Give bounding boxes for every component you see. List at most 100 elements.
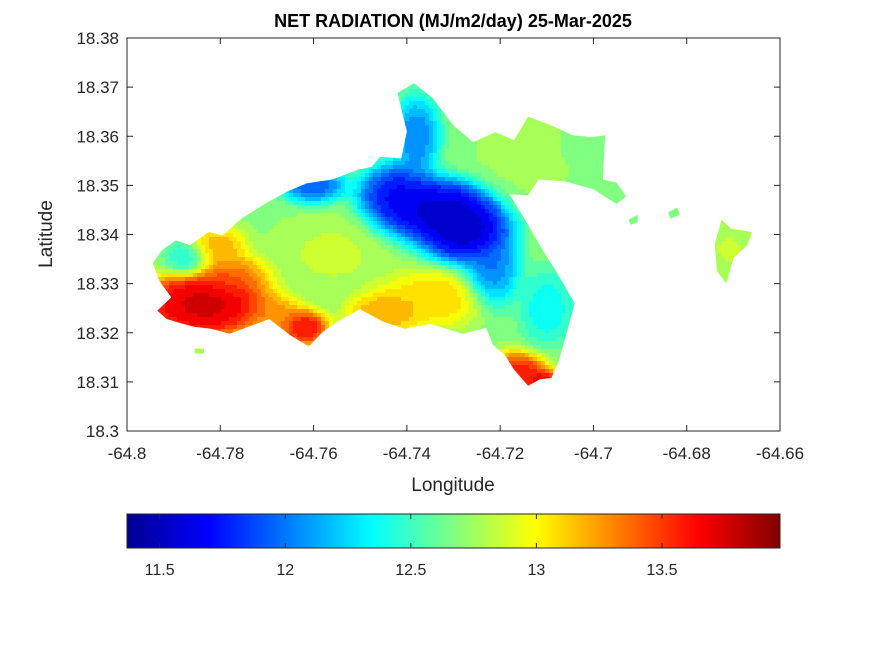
raster-cell — [517, 153, 522, 158]
raster-cell — [397, 157, 402, 162]
raster-cell — [413, 101, 418, 106]
raster-cell — [361, 197, 366, 202]
raster-cell — [409, 185, 414, 190]
raster-cell — [417, 185, 422, 190]
raster-cell — [493, 193, 498, 198]
raster-cell — [449, 177, 454, 182]
raster-cell — [433, 193, 438, 198]
raster-cell — [525, 125, 530, 130]
raster-cell — [421, 181, 426, 186]
raster-cell — [545, 145, 550, 150]
raster-cell — [421, 189, 426, 194]
raster-cell — [361, 189, 366, 194]
raster-cell — [401, 173, 406, 178]
raster-cell — [593, 149, 598, 154]
raster-cell — [433, 129, 438, 134]
raster-cell — [409, 149, 414, 154]
raster-cell — [417, 201, 422, 206]
raster-cell — [325, 189, 330, 194]
raster-cell — [497, 149, 502, 154]
raster-cell — [617, 197, 622, 202]
raster-cell — [441, 121, 446, 126]
raster-cell — [281, 197, 286, 202]
raster-cell — [521, 149, 526, 154]
raster-cell — [509, 169, 514, 174]
raster-cell — [585, 149, 590, 154]
raster-cell — [541, 173, 546, 178]
raster-cell — [405, 177, 410, 182]
raster-cell — [437, 133, 442, 138]
raster-cell — [449, 165, 454, 170]
raster-cell — [517, 169, 522, 174]
raster-cell — [361, 193, 366, 198]
raster-cell — [437, 157, 442, 162]
raster-cell — [533, 129, 538, 134]
raster-cell — [325, 181, 330, 186]
raster-cell — [501, 161, 506, 166]
raster-cell — [357, 181, 362, 186]
raster-cell — [537, 177, 542, 182]
raster-cell — [537, 149, 542, 154]
raster-cell — [601, 141, 606, 146]
raster-cell — [385, 201, 390, 206]
raster-cell — [333, 185, 338, 190]
raster-cell — [461, 137, 466, 142]
raster-cell — [461, 197, 466, 202]
raster-cell — [529, 125, 534, 130]
raster-cell — [409, 125, 414, 130]
raster-cell — [521, 133, 526, 138]
raster-cell — [353, 177, 358, 182]
raster-cell — [405, 141, 410, 146]
raster-cell — [421, 173, 426, 178]
raster-cell — [529, 181, 534, 186]
raster-cell — [349, 189, 354, 194]
raster-cell — [537, 169, 542, 174]
raster-cell — [389, 173, 394, 178]
raster-cell — [337, 189, 342, 194]
raster-cell — [489, 165, 494, 170]
raster-cell — [397, 201, 402, 206]
raster-cell — [493, 197, 498, 202]
raster-cell — [457, 165, 462, 170]
raster-cell — [537, 133, 542, 138]
raster-cell — [329, 189, 334, 194]
raster-cell — [601, 153, 606, 158]
raster-cell — [513, 185, 518, 190]
raster-cell — [565, 173, 570, 178]
raster-cell — [609, 197, 614, 202]
raster-cell — [453, 185, 458, 190]
raster-cell — [529, 177, 534, 182]
raster-cell — [437, 145, 442, 150]
raster-cell — [441, 157, 446, 162]
raster-cell — [453, 173, 458, 178]
raster-cell — [325, 185, 330, 190]
raster-cell — [561, 149, 566, 154]
raster-cell — [473, 193, 478, 198]
raster-cell — [569, 145, 574, 150]
raster-cell — [429, 149, 434, 154]
raster-cell — [425, 149, 430, 154]
raster-cell — [577, 153, 582, 158]
raster-cell — [481, 137, 486, 142]
raster-cell — [537, 137, 542, 142]
raster-cell — [405, 89, 410, 94]
raster-cell — [589, 165, 594, 170]
raster-cell — [489, 197, 494, 202]
raster-cell — [481, 165, 486, 170]
raster-cell — [397, 181, 402, 186]
raster-cell — [377, 157, 382, 162]
raster-cell — [597, 141, 602, 146]
raster-cell — [485, 141, 490, 146]
raster-cell — [405, 169, 410, 174]
raster-cell — [273, 197, 278, 202]
raster-cell — [533, 125, 538, 130]
raster-cell — [505, 197, 510, 202]
raster-cell — [369, 181, 374, 186]
raster-cell — [457, 169, 462, 174]
raster-cell — [273, 201, 278, 206]
raster-cell — [265, 201, 270, 206]
raster-cell — [477, 157, 482, 162]
raster-cell — [501, 141, 506, 146]
raster-cell — [425, 157, 430, 162]
raster-cell — [465, 137, 470, 142]
